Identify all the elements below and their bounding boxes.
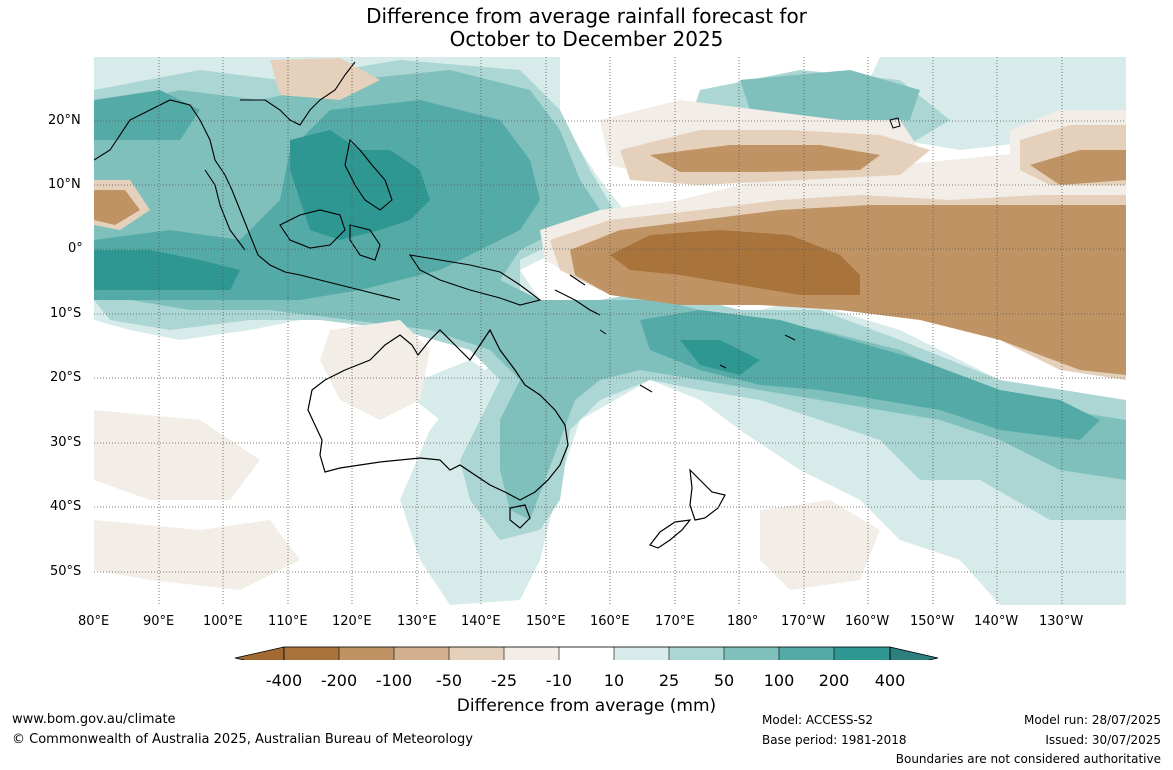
lat-label: 50°S [50, 564, 82, 579]
colorbar-swatch [559, 647, 614, 660]
rainfall-anomaly-map [94, 57, 1126, 660]
coastline-new-zealand [649, 468, 726, 549]
lon-label: 130°W [1039, 614, 1084, 629]
coastline-australia [307, 328, 569, 529]
coastline-asia [94, 61, 653, 393]
colorbar-tick-label: -25 [490, 671, 518, 690]
colorbar-tick-label: 50 [713, 671, 735, 690]
colorbar [234, 646, 939, 660]
issued-date: Issued: 30/07/2025 [1045, 733, 1161, 747]
colorbar-swatch [669, 647, 724, 660]
lon-label: 110°E [268, 614, 308, 629]
lon-label: 160°E [590, 614, 630, 629]
lon-label: 150°W [910, 614, 955, 629]
colorbar-tick-label: 10 [603, 671, 625, 690]
lat-label: 20°S [50, 370, 82, 385]
colorbar-tick-label: -10 [545, 671, 573, 690]
colorbar-tick-label: -200 [320, 671, 358, 690]
lat-label: 10°S [50, 306, 82, 321]
colorbar-swatch [449, 647, 504, 660]
map-title-line2: October to December 2025 [449, 27, 724, 51]
lat-label: 30°S [50, 435, 82, 450]
website-link[interactable]: www.bom.gov.au/climate [12, 712, 176, 727]
colorbar-title: Difference from average (mm) [456, 696, 717, 716]
colorbar-tick-label: 200 [818, 671, 850, 690]
boundaries-disclaimer: Boundaries are not considered authoritat… [895, 752, 1161, 766]
lat-label: 10°N [48, 177, 81, 192]
colorbar-swatch [394, 647, 449, 660]
lon-label: 140°E [461, 614, 501, 629]
colorbar-tick-label: 100 [763, 671, 795, 690]
colorbar-swatch [504, 647, 559, 660]
colorbar-swatch [614, 647, 669, 660]
map-gridlines [94, 57, 1126, 605]
colorbar-swatch [724, 647, 779, 660]
colorbar-tick-label: -100 [375, 671, 413, 690]
colorbar-swatch [284, 647, 339, 660]
lon-label: 90°E [143, 614, 175, 629]
colorbar-tick-label: -50 [435, 671, 463, 690]
colorbar-min-arrow [234, 646, 285, 660]
lon-label: 160°W [845, 614, 890, 629]
lon-label: 180° [727, 614, 759, 629]
colorbar-swatch [779, 647, 834, 660]
lon-label: 140°W [974, 614, 1019, 629]
copyright-text: © Commonwealth of Australia 2025, Austra… [12, 732, 473, 747]
lat-label: 0° [68, 241, 83, 256]
model-run-date: Model run: 28/07/2025 [1023, 713, 1161, 727]
colorbar-max-arrow [889, 646, 939, 660]
colorbar-tick-label: 400 [874, 671, 906, 690]
anomaly-dry-core [610, 230, 860, 295]
lon-label: 130°E [397, 614, 437, 629]
lat-label: 20°N [48, 113, 81, 128]
lat-label: 40°S [50, 499, 82, 514]
base-period: Base period: 1981-2018 [762, 733, 907, 747]
anomaly-wet-200-400 [94, 130, 760, 375]
colorbar-swatch [834, 647, 890, 660]
colorbar-swatch [339, 647, 394, 660]
lon-label: 170°E [655, 614, 695, 629]
map-title-line1: Difference from average rainfall forecas… [366, 4, 807, 28]
lon-label: 150°E [526, 614, 566, 629]
lon-label: 100°E [203, 614, 243, 629]
colorbar-tick-label: 25 [658, 671, 680, 690]
coastline-islands [599, 117, 901, 369]
colorbar-tick-label: -400 [265, 671, 303, 690]
lon-label: 80°E [78, 614, 110, 629]
lon-label: 120°E [332, 614, 372, 629]
lon-label: 170°W [781, 614, 826, 629]
model-name: Model: ACCESS-S2 [762, 713, 874, 727]
